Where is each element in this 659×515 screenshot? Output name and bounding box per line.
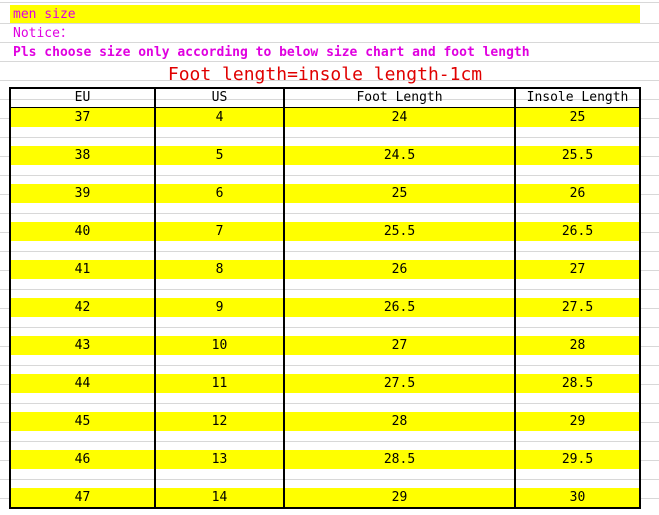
row-band bbox=[10, 412, 640, 431]
table-cell: 44 bbox=[74, 376, 91, 391]
notice: Notice： bbox=[13, 26, 73, 41]
table-cell: 10 bbox=[211, 338, 228, 353]
table-border bbox=[283, 87, 285, 508]
table-border bbox=[9, 507, 641, 509]
table-border bbox=[514, 87, 516, 508]
table-cell: 7 bbox=[215, 224, 224, 239]
table-border bbox=[9, 87, 11, 508]
table-cell: 29 bbox=[391, 490, 408, 505]
table-cell: 9 bbox=[215, 300, 224, 315]
table-cell: 30 bbox=[569, 490, 586, 505]
table-cell: 25 bbox=[569, 110, 586, 125]
table-cell: 8 bbox=[215, 262, 224, 277]
table-cell: 38 bbox=[74, 148, 91, 163]
table-border bbox=[9, 107, 641, 108]
table-cell: 45 bbox=[74, 414, 91, 429]
row-band bbox=[10, 450, 640, 469]
instruction: Pls choose size only according to below … bbox=[13, 45, 530, 60]
row-band bbox=[10, 298, 640, 317]
table-cell: 43 bbox=[74, 338, 91, 353]
table-cell: 28.5 bbox=[383, 452, 416, 467]
column-header: EU bbox=[74, 90, 91, 105]
table-cell: 29 bbox=[569, 414, 586, 429]
table-cell: 11 bbox=[211, 376, 228, 391]
formula: Foot length=insole length-1cm bbox=[167, 64, 483, 85]
table-cell: 25.5 bbox=[383, 224, 416, 239]
column-header: Foot Length bbox=[356, 90, 443, 105]
table-cell: 24.5 bbox=[383, 148, 416, 163]
table-cell: 26 bbox=[569, 186, 586, 201]
column-header: Insole Length bbox=[526, 90, 629, 105]
table-cell: 26 bbox=[391, 262, 408, 277]
row-band bbox=[10, 488, 640, 507]
row-band bbox=[10, 260, 640, 279]
table-cell: 26.5 bbox=[383, 300, 416, 315]
highlight-band bbox=[10, 5, 640, 23]
table-border bbox=[154, 87, 156, 508]
table-cell: 47 bbox=[74, 490, 91, 505]
table-cell: 28.5 bbox=[561, 376, 594, 391]
table-cell: 27 bbox=[569, 262, 586, 277]
table-border bbox=[9, 87, 641, 89]
row-band bbox=[10, 108, 640, 127]
row-band bbox=[10, 184, 640, 203]
table-cell: 46 bbox=[74, 452, 91, 467]
column-header: US bbox=[211, 90, 228, 105]
row-band bbox=[10, 374, 640, 393]
row-band bbox=[10, 336, 640, 355]
table-cell: 25 bbox=[391, 186, 408, 201]
table-cell: 28 bbox=[391, 414, 408, 429]
table-cell: 37 bbox=[74, 110, 91, 125]
table-cell: 12 bbox=[211, 414, 228, 429]
row-band bbox=[10, 222, 640, 241]
table-cell: 42 bbox=[74, 300, 91, 315]
table-cell: 40 bbox=[74, 224, 91, 239]
table-cell: 6 bbox=[215, 186, 224, 201]
table-cell: 4 bbox=[215, 110, 224, 125]
table-cell: 25.5 bbox=[561, 148, 594, 163]
label: men size bbox=[13, 7, 76, 22]
table-cell: 27.5 bbox=[561, 300, 594, 315]
table-cell: 13 bbox=[211, 452, 228, 467]
row-band bbox=[10, 146, 640, 165]
table-cell: 39 bbox=[74, 186, 91, 201]
table-cell: 28 bbox=[569, 338, 586, 353]
table-cell: 29.5 bbox=[561, 452, 594, 467]
table-cell: 27.5 bbox=[383, 376, 416, 391]
table-cell: 14 bbox=[211, 490, 228, 505]
table-cell: 24 bbox=[391, 110, 408, 125]
table-cell: 27 bbox=[391, 338, 408, 353]
table-cell: 5 bbox=[215, 148, 224, 163]
table-border bbox=[639, 87, 641, 508]
table-cell: 41 bbox=[74, 262, 91, 277]
table-cell: 26.5 bbox=[561, 224, 594, 239]
